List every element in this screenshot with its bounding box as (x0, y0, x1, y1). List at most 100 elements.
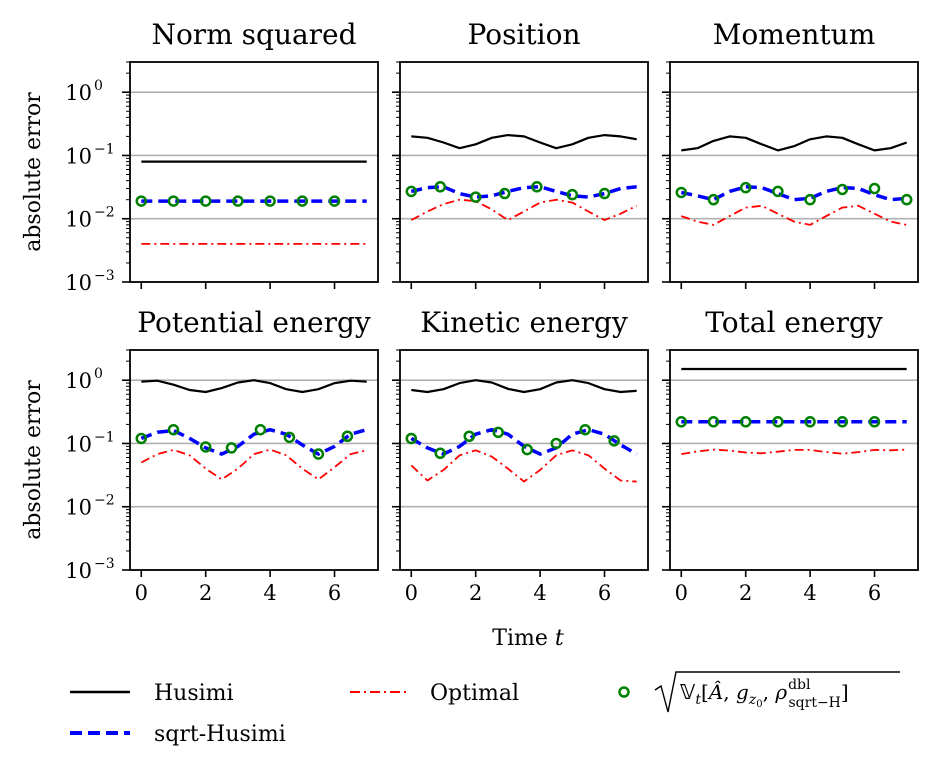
x-tick-label-potential-energy-0: 0 (135, 581, 148, 605)
series-kinetic-energy (405, 379, 638, 483)
line-husimi-momentum (681, 135, 908, 152)
panel-position: Position (392, 18, 649, 289)
x-tick-label-kinetic-energy-1: 2 (469, 581, 482, 605)
panel-title-potential-energy: Potential energy (137, 306, 371, 339)
marker-potential-energy-6 (312, 448, 325, 460)
marker-total-energy-5 (836, 416, 849, 428)
y-tick-exp-potential-energy-3: 0 (94, 366, 103, 382)
panel-title-momentum: Momentum (713, 18, 876, 51)
marker-kinetic-energy-7 (608, 435, 620, 447)
x-axis-label: Time t (492, 626, 564, 651)
marker-kinetic-energy-5 (550, 437, 562, 450)
y-axis-label-norm-squared: absolute error (21, 92, 46, 252)
legend-label-optimal: Optimal (430, 681, 519, 706)
marker-kinetic-energy-2 (463, 430, 475, 442)
plot-frame-norm-squared (129, 61, 379, 283)
line-optimal-potential-energy (140, 448, 367, 481)
series-momentum (675, 135, 913, 226)
line-optimal-kinetic-energy (410, 449, 637, 483)
panel-kinetic-energy: Kinetic energy 0 2 4 6 (392, 306, 649, 605)
marker-momentum-6 (868, 182, 881, 195)
y-tick-label-norm-squared-1: 10 (65, 208, 92, 232)
plot-frame-kinetic-energy (399, 349, 649, 571)
x-tick-label-total-energy-2: 4 (803, 581, 816, 605)
marker-momentum-3 (772, 185, 784, 198)
legend-entry-optimal: Optimal (350, 681, 519, 706)
marker-kinetic-energy-0 (405, 432, 418, 445)
legend-label-sqrt-husimi: sqrt-Husimi (154, 722, 286, 747)
panel-momentum: Momentum (662, 18, 919, 289)
marker-norm-squared-3 (232, 195, 244, 207)
y-tick-label-potential-energy-0: 10 (65, 559, 92, 583)
marker-position-4 (531, 181, 543, 193)
marker-momentum-0 (675, 186, 688, 199)
marker-kinetic-energy-4 (521, 443, 533, 456)
y-tick-exp-norm-squared-0: −3 (94, 268, 115, 284)
line-sqrt-potential-energy (140, 427, 368, 456)
panel-title-norm-squared: Norm squared (151, 18, 356, 51)
legend-marker-variance (618, 686, 630, 698)
y-tick-label-potential-energy-1: 10 (65, 496, 92, 520)
marker-position-3 (498, 187, 511, 200)
y-tick-label-potential-energy-2: 10 (65, 432, 92, 456)
marker-position-5 (566, 188, 579, 201)
marker-momentum-1 (707, 193, 720, 206)
series-total-energy (675, 367, 907, 455)
marker-norm-squared-0 (135, 195, 148, 207)
y-tick-label-norm-squared-0: 10 (65, 271, 92, 295)
panel-title-total-energy: Total energy (705, 306, 883, 339)
y-tick-label-norm-squared-3: 10 (65, 81, 92, 105)
y-tick-label-potential-energy-3: 10 (65, 369, 92, 393)
y-tick-exp-potential-energy-1: −2 (94, 493, 115, 509)
x-tick-label-kinetic-energy-0: 0 (405, 581, 418, 605)
marker-potential-energy-7 (341, 430, 354, 442)
marker-potential-energy-3 (225, 442, 238, 454)
marker-potential-energy-1 (167, 423, 180, 436)
marker-total-energy-4 (804, 416, 816, 428)
y-tick-exp-norm-squared-3: 0 (94, 78, 103, 94)
marker-kinetic-energy-6 (579, 423, 591, 436)
marker-position-2 (469, 191, 482, 203)
panel-title-kinetic-energy: Kinetic energy (420, 306, 628, 339)
plot-frame-total-energy (669, 349, 919, 571)
y-axis-label-potential-energy: absolute error (21, 380, 46, 540)
y-tick-exp-potential-energy-2: −1 (94, 429, 115, 445)
series-position (405, 134, 638, 222)
marker-norm-squared-4 (264, 195, 276, 207)
marker-total-energy-0 (675, 416, 688, 428)
plot-frame-position (399, 61, 649, 283)
x-tick-label-total-energy-0: 0 (675, 581, 688, 605)
line-optimal-momentum (681, 204, 907, 226)
marker-momentum-5 (836, 183, 849, 196)
line-husimi-position (411, 134, 637, 150)
line-optimal-position (410, 198, 638, 222)
marker-position-0 (405, 185, 418, 198)
x-tick-label-potential-energy-2: 4 (263, 581, 276, 605)
marker-norm-squared-1 (167, 195, 180, 207)
marker-position-1 (434, 181, 447, 193)
marker-total-energy-3 (772, 416, 784, 428)
x-tick-label-kinetic-energy-3: 6 (598, 581, 611, 605)
marker-norm-squared-5 (296, 195, 309, 207)
y-tick-exp-norm-squared-2: −1 (94, 141, 115, 157)
y-tick-label-norm-squared-2: 10 (65, 144, 92, 168)
x-tick-label-total-energy-1: 2 (739, 581, 752, 605)
legend: Husimi sqrt-Husimi Optimal 𝕍t[Â, gz0, ρd… (70, 671, 900, 747)
plot-frame-momentum (669, 61, 919, 283)
series-norm-squared (135, 160, 367, 245)
plot-frame-potential-energy (129, 349, 379, 571)
marker-momentum-7 (900, 193, 913, 206)
y-tick-exp-potential-energy-0: −3 (94, 556, 115, 572)
legend-entry-sqrt-husimi: sqrt-Husimi (70, 722, 286, 747)
line-sqrt-momentum (680, 185, 907, 202)
marker-kinetic-energy-3 (492, 426, 504, 439)
legend-entry-husimi: Husimi (70, 681, 234, 706)
x-tick-label-total-energy-3: 6 (868, 581, 881, 605)
marker-potential-energy-2 (199, 441, 212, 453)
marker-momentum-2 (739, 181, 752, 194)
legend-label-variance: 𝕍t[Â, gz0, ρdbl sqrt−H] (654, 671, 900, 713)
